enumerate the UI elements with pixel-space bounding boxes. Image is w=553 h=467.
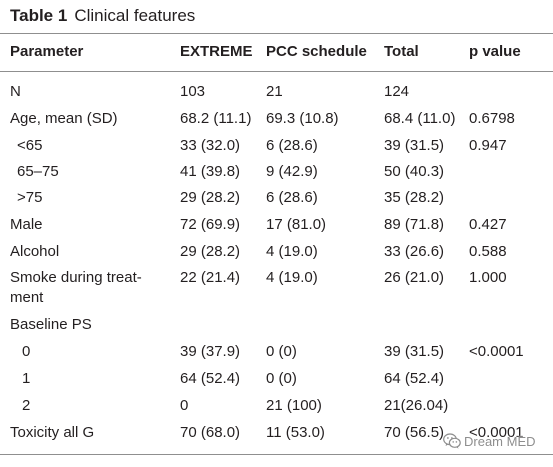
empty-p-value-cell (469, 393, 553, 420)
parameter-cell: Alcohol (10, 243, 60, 260)
pcc-cell: 0 (0) (266, 370, 297, 387)
p-value-cell: 0.947 (469, 137, 507, 154)
extreme-cell: 64 (52.4) (180, 370, 241, 387)
parameter-cell: N (10, 83, 21, 100)
pcc-cell: 4 (19.0) (266, 269, 318, 286)
parameter-cell: 65–75 (17, 163, 59, 180)
p-value-cell: 0.588 (469, 243, 507, 260)
pcc-cell: 21 (266, 83, 283, 100)
extreme-cell: 103 (180, 83, 206, 100)
total-cell: 33 (26.6) (384, 243, 445, 260)
parameter-cell: 0 (22, 343, 31, 360)
empty-p-value-cell (469, 366, 553, 393)
empty-p-value-cell (469, 72, 553, 106)
pcc-cell: 9 (42.9) (266, 163, 318, 180)
table-row-alcohol: Alcohol 29 (28.2) 4 (19.0) 33 (26.6) 0.5… (0, 239, 553, 265)
table-header: Parameter EXTREME PCC schedule Total p v… (0, 33, 553, 72)
table-body: N 103 21 124 Age, mean (SD) 68.2 (11.1) … (0, 72, 553, 455)
total-cell: 68.4 (11.0) (384, 110, 456, 127)
total-cell: 89 (71.8) (384, 216, 445, 233)
p-value-cell: <0.0001 (469, 420, 553, 455)
total-cell: 64 (52.4) (384, 370, 445, 387)
table-row-toxicity: Toxicity all G 70 (68.0) 11 (53.0) 70 (5… (0, 420, 553, 455)
pcc-cell: 69.3 (10.8) (266, 110, 339, 127)
parameter-cell: Male (10, 216, 43, 233)
parameter-cell: Smoke during treat- ment (10, 269, 142, 306)
parameter-cell: >75 (17, 189, 43, 206)
clinical-features-table: Parameter EXTREME PCC schedule Total p v… (0, 33, 553, 455)
p-value-cell: 0.427 (469, 216, 507, 233)
header-pcc-schedule: PCC schedule (266, 33, 384, 72)
extreme-cell: 68.2 (11.1) (180, 110, 252, 127)
pcc-cell: 17 (81.0) (266, 216, 327, 233)
table-number: Table 1 (10, 6, 68, 25)
table-row-age-under-65: <65 33 (32.0) 6 (28.6) 39 (31.5) 0.947 (0, 133, 553, 159)
watermark: Dream MED (443, 431, 536, 451)
wechat-icon (443, 433, 461, 449)
extreme-cell: 70 (68.0) (180, 420, 266, 455)
parameter-cell: 2 (22, 397, 31, 414)
table-row-age-65-75: 65–75 41 (39.8) 9 (42.9) 50 (40.3) (0, 159, 553, 185)
table-title: Table 1 Clinical features (10, 5, 195, 27)
pcc-cell: 21 (100) (266, 397, 322, 414)
table-row-male: Male 72 (69.9) 17 (81.0) 89 (71.8) 0.427 (0, 212, 553, 239)
empty-p-value-cell (469, 312, 553, 339)
extreme-cell: 29 (28.2) (180, 243, 241, 260)
parameter-cell: <65 (17, 137, 43, 154)
total-cell: 39 (31.5) (384, 343, 445, 360)
header-p-value: p value (469, 33, 553, 72)
parameter-cell: Age, mean (SD) (10, 110, 118, 127)
table-row-ps-1: 1 64 (52.4) 0 (0) 64 (52.4) (0, 366, 553, 393)
total-cell: 21(26.04) (384, 397, 449, 414)
parameter-cell: Toxicity all G (0, 420, 180, 455)
p-value-cell: 1.000 (469, 269, 507, 286)
table-row-n: N 103 21 124 (0, 72, 553, 106)
total-cell: 26 (21.0) (384, 269, 445, 286)
header-total: Total (384, 33, 469, 72)
table-row-baseline-ps: Baseline PS (0, 312, 553, 339)
extreme-cell: 0 (180, 397, 189, 414)
total-cell: 50 (40.3) (384, 163, 445, 180)
total-cell: 39 (31.5) (384, 137, 445, 154)
header-parameter: Parameter (0, 33, 180, 72)
parameter-cell: Baseline PS (10, 316, 92, 333)
pcc-cell: 6 (28.6) (266, 137, 318, 154)
empty-p-value-cell (469, 159, 553, 185)
header-row: Parameter EXTREME PCC schedule Total p v… (0, 33, 553, 72)
extreme-cell: 33 (32.0) (180, 137, 241, 154)
empty-total-cell (384, 312, 469, 339)
empty-pcc-cell (266, 312, 384, 339)
empty-p-value-cell (469, 185, 553, 212)
table-row-smoke: Smoke during treat- ment 22 (21.4) 4 (19… (0, 265, 553, 312)
table-row-ps-0: 0 39 (37.9) 0 (0) 39 (31.5) <0.0001 (0, 339, 553, 366)
p-value-cell: <0.0001 (469, 343, 524, 360)
extreme-cell: 39 (37.9) (180, 343, 241, 360)
pcc-cell: 4 (19.0) (266, 243, 318, 260)
table-row-age: Age, mean (SD) 68.2 (11.1) 69.3 (10.8) 6… (0, 106, 553, 133)
pcc-cell: 0 (0) (266, 343, 297, 360)
table-row-age-over-75: >75 29 (28.2) 6 (28.6) 35 (28.2) (0, 185, 553, 212)
extreme-cell: 72 (69.9) (180, 216, 241, 233)
pcc-cell: 6 (28.6) (266, 189, 318, 206)
table-row-ps-2: 2 0 21 (100) 21(26.04) (0, 393, 553, 420)
empty-extreme-cell (180, 312, 266, 339)
parameter-cell: 1 (22, 370, 31, 387)
watermark-text: Dream MED (464, 433, 536, 449)
extreme-cell: 22 (21.4) (180, 269, 241, 286)
total-cell: 70 (56.5) (384, 420, 469, 455)
total-cell: 35 (28.2) (384, 189, 445, 206)
table-caption: Clinical features (74, 6, 196, 25)
extreme-cell: 29 (28.2) (180, 189, 241, 206)
extreme-cell: 41 (39.8) (180, 163, 241, 180)
total-cell: 124 (384, 83, 410, 100)
p-value-cell: 0.6798 (469, 110, 515, 127)
pcc-cell: 11 (53.0) (266, 420, 384, 455)
header-extreme: EXTREME (180, 33, 266, 72)
